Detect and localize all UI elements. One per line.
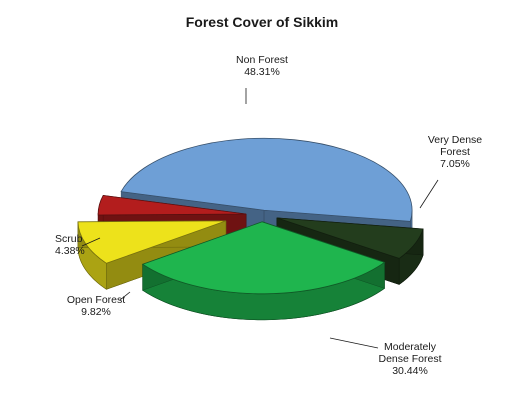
pie-slice-top: [77, 220, 227, 264]
slice-name-very-dense-forest: Very Dense: [428, 134, 482, 146]
slice-label-non-forest: Non Forest 48.31%: [236, 54, 288, 78]
slice-name-moderately-dense-forest: Dense Forest: [378, 353, 441, 365]
slice-label-very-dense-forest: Very Dense Forest 7.05%: [428, 134, 482, 170]
slice-value-scrub: 4.38%: [55, 245, 85, 257]
leader-line-very-dense-forest: [419, 179, 439, 209]
slices-layer: [77, 137, 424, 321]
slice-name-non-forest: Non Forest: [236, 54, 288, 66]
pie-slice-top: [276, 217, 424, 259]
slice-labels: Non Forest 48.31% Very Dense Forest 7.05% Mod…: [55, 54, 482, 377]
slice-value-non-forest: 48.31%: [244, 66, 280, 78]
slice-value-very-dense-forest: 7.05%: [440, 158, 470, 170]
pie-slice-moderately-dense-forest: [141, 221, 386, 321]
pie-slice-top: [97, 194, 247, 216]
slice-name-open-forest: Open Forest: [67, 294, 125, 306]
pie-slice-top: [141, 221, 386, 295]
slice-label-scrub: Scrub 4.38%: [55, 233, 85, 257]
slice-label-moderately-dense-forest: Moderately Dense Forest 30.44%: [378, 341, 441, 377]
leader-line-open-forest: [119, 291, 131, 301]
leader-lines: [81, 88, 439, 349]
slice-value-open-forest: 9.82%: [81, 306, 111, 318]
pie-slice-top: [120, 137, 413, 222]
leader-line-scrub: [81, 237, 101, 247]
slice-name-scrub: Scrub: [55, 233, 83, 245]
leader-line-moderately-dense-forest: [329, 337, 379, 349]
slice-value-moderately-dense-forest: 30.44%: [392, 365, 428, 377]
slice-name-very-dense-forest: Forest: [440, 146, 470, 158]
chart-title: Forest Cover of Sikkim: [186, 14, 339, 30]
slice-label-open-forest: Open Forest 9.82%: [67, 294, 125, 318]
slice-name-moderately-dense-forest: Moderately: [384, 341, 437, 353]
